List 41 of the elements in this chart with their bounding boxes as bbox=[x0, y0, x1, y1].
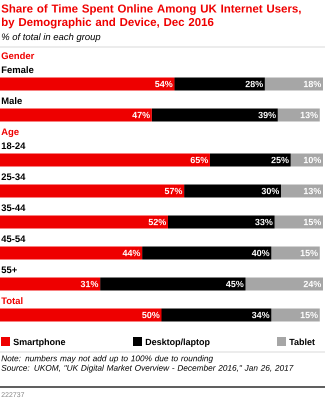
data-label: 25% bbox=[271, 156, 289, 164]
data-label: 57% bbox=[164, 188, 182, 194]
text: Note: numbers may not add up to 100% due to rounding bbox=[1, 355, 213, 363]
chart-subtitle: % of total in each group bbox=[2, 33, 100, 42]
y-tick-label: 55+ bbox=[1, 266, 17, 274]
data-label: 15% bbox=[304, 218, 322, 226]
data-label: 44% bbox=[122, 250, 140, 256]
data-label: 52% bbox=[148, 218, 166, 226]
y-tick-label: Male bbox=[2, 97, 22, 104]
data-label: 50% bbox=[142, 312, 160, 318]
text: Gender bbox=[2, 52, 34, 60]
source-note: Source: UKOM, "UK Digital Market Overview - December 2016," Jan 26, 2017 bbox=[1, 364, 294, 372]
y-tick-label: 18-24 bbox=[2, 142, 26, 150]
data-label: 33% bbox=[255, 218, 273, 226]
data-label: 45% bbox=[226, 280, 244, 288]
data-label: 15% bbox=[300, 312, 318, 318]
y-tick-label: Female bbox=[2, 66, 34, 74]
data-label: 15% bbox=[300, 250, 318, 256]
data-label: 13% bbox=[304, 188, 322, 194]
data-label: 24% bbox=[304, 280, 322, 288]
legend-label: Tablet bbox=[289, 338, 315, 346]
y-tick-label: 45-54 bbox=[1, 235, 26, 242]
chart-title: Share of Time Spent Online Among UK Internet Users, by Demographic and Device, Dec 2016 bbox=[2, 4, 301, 28]
data-label: 40% bbox=[252, 250, 270, 256]
data-label: 39% bbox=[258, 112, 276, 118]
data-label: 18% bbox=[304, 80, 322, 88]
data-label: 65% bbox=[190, 156, 208, 164]
data-label: 28% bbox=[246, 80, 263, 88]
y-tick-label: Total bbox=[1, 297, 22, 304]
data-label: 34% bbox=[252, 312, 270, 318]
data-label: 31% bbox=[80, 280, 98, 288]
y-tick-label: 35-44 bbox=[1, 204, 26, 212]
data-label: 54% bbox=[155, 80, 172, 88]
y-tick-label: 25-34 bbox=[2, 173, 26, 180]
data-label: 30% bbox=[262, 188, 280, 194]
legend-label: Desktop/laptop bbox=[146, 338, 210, 347]
data-label: 47% bbox=[132, 112, 150, 118]
legend-label: Smartphone bbox=[13, 338, 66, 347]
data-label: 10% bbox=[304, 156, 322, 164]
data-label: 13% bbox=[300, 112, 318, 118]
annotation: Age bbox=[1, 128, 19, 137]
